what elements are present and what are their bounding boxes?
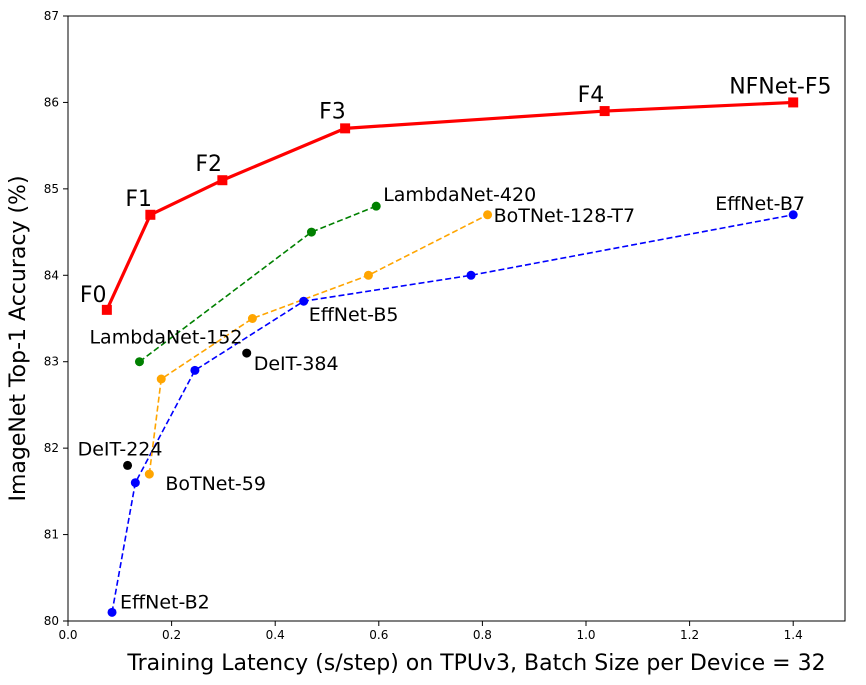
y-axis-ticks: 80 81 82 83 84 85 86 87 <box>44 9 68 628</box>
point-label: BoTNet-128-T7 <box>494 205 636 227</box>
y-tick-label: 85 <box>44 182 59 196</box>
x-tick-label: 0.4 <box>266 628 285 642</box>
point-label: NFNet-F5 <box>729 74 831 99</box>
y-tick-label: 86 <box>44 95 59 109</box>
point-label: EffNet-B2 <box>120 591 210 613</box>
point-label: EffNet-B5 <box>309 304 399 326</box>
point-label: LambdaNet-152 <box>89 327 242 349</box>
data-point <box>340 123 351 134</box>
data-point <box>107 607 117 617</box>
data-point <box>371 201 381 211</box>
series-line-0 <box>105 100 794 311</box>
data-point <box>130 478 140 488</box>
data-point <box>144 469 154 479</box>
data-point <box>788 97 799 108</box>
point-label: BoTNet-59 <box>165 473 266 495</box>
x-tick-label: 0.8 <box>473 628 492 642</box>
point-label: F4 <box>578 83 605 108</box>
data-point <box>190 365 200 375</box>
point-labels: F0 F1 F2 F3 F4 NFNet-F5 EffNet-B2 EffNet-B5 EffN… <box>78 74 832 613</box>
data-point <box>788 210 798 220</box>
x-tick-label: 0.2 <box>162 628 181 642</box>
x-tick-label: 0.0 <box>58 628 77 642</box>
x-tick-label: 1.2 <box>680 628 699 642</box>
plot-frame <box>67 15 846 622</box>
point-label: F2 <box>195 152 222 177</box>
point-label: DeIT-224 <box>78 438 163 460</box>
data-point <box>145 209 156 220</box>
data-point <box>483 210 493 220</box>
x-tick-label: 1.4 <box>784 628 803 642</box>
x-tick-label: 0.6 <box>369 628 388 642</box>
point-label: F1 <box>125 187 152 212</box>
data-point <box>101 304 112 315</box>
data-point <box>599 106 610 117</box>
series-line-1 <box>111 213 794 613</box>
point-label: LambdaNet-420 <box>383 184 536 206</box>
x-tick-label: 1.0 <box>576 628 595 642</box>
series-markers <box>101 97 799 617</box>
data-point <box>156 374 166 384</box>
y-tick-label: 83 <box>44 355 59 369</box>
point-label: F3 <box>319 99 346 124</box>
y-axis-label: ImageNet Top-1 Accuracy (%) <box>6 175 31 501</box>
point-label: F0 <box>80 283 107 308</box>
data-point <box>217 175 228 186</box>
x-axis-label: Training Latency (s/step) on TPUv3, Batc… <box>126 651 825 676</box>
y-tick-label: 81 <box>44 528 59 542</box>
series-lines <box>105 100 794 613</box>
data-point <box>466 270 476 280</box>
y-tick-label: 80 <box>44 614 59 628</box>
data-point <box>306 227 316 237</box>
series-line-2 <box>148 214 488 475</box>
data-point <box>242 348 252 358</box>
x-axis-ticks: 0.0 0.2 0.4 0.6 0.8 1.0 1.2 1.4 <box>58 621 803 642</box>
y-tick-label: 87 <box>44 9 59 23</box>
data-point <box>247 314 257 323</box>
y-tick-label: 82 <box>44 441 59 455</box>
data-point <box>363 270 373 280</box>
data-point <box>134 357 144 367</box>
data-point <box>123 460 133 470</box>
point-label: DeIT-384 <box>254 353 339 375</box>
data-point <box>299 296 309 306</box>
y-tick-label: 84 <box>44 268 59 282</box>
point-label: EffNet-B7 <box>715 193 805 215</box>
series-line-3 <box>139 205 377 363</box>
